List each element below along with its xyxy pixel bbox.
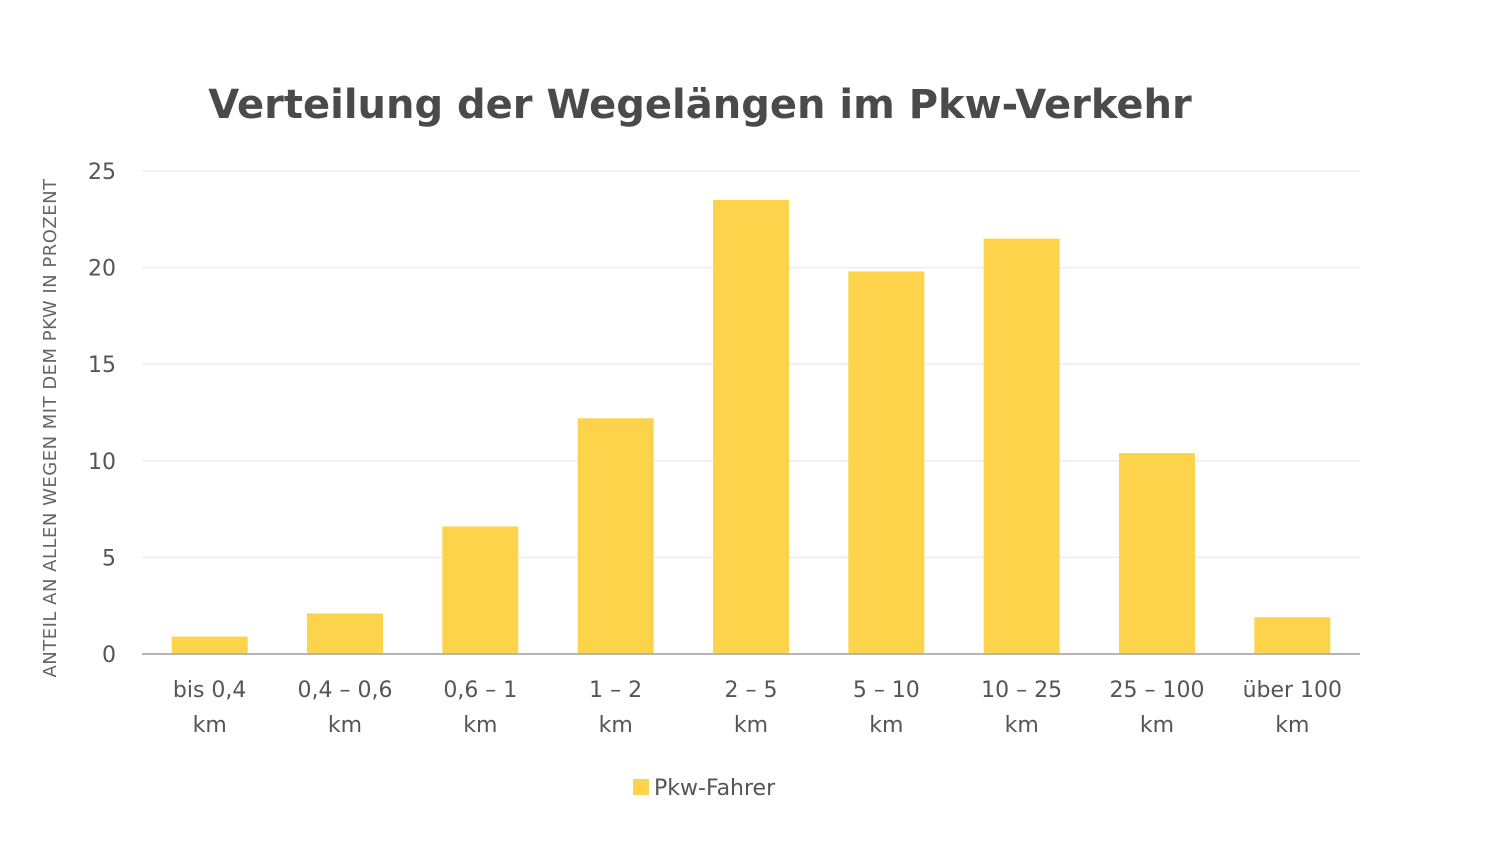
y-tick-label: 15	[88, 353, 116, 378]
x-tick-label: km	[734, 713, 768, 738]
x-tick-label: km	[1005, 713, 1039, 738]
y-tick-label: 20	[88, 257, 116, 282]
x-tick-label: km	[869, 713, 903, 738]
x-tick-label: 0,6 – 1	[443, 678, 517, 703]
x-tick-label: km	[328, 713, 362, 738]
x-tick-label: 1 – 2	[589, 678, 642, 703]
x-tick-label: 0,4 – 0,6	[298, 678, 393, 703]
x-tick-label: km	[599, 713, 633, 738]
y-tick-label: 25	[88, 160, 116, 185]
bar	[713, 199, 789, 655]
x-tick-label: km	[1140, 713, 1174, 738]
bar	[442, 526, 519, 654]
x-tick-label: 5 – 10	[853, 678, 920, 703]
x-tick-label: 10 – 25	[981, 678, 1062, 703]
bar	[577, 418, 654, 654]
x-tick-label: über 100	[1243, 678, 1342, 703]
x-axis-ticks: bis 0,4 km 0,4 – 0,6 km 0,6 – 1 km 1 – 2 km 2 – …	[173, 678, 1342, 738]
bars	[171, 199, 1331, 655]
y-axis-label: ANTEIL AN ALLEN WEGEN MIT DEM PKW IN PRO…	[40, 178, 61, 678]
x-tick-label: 25 – 100	[1110, 678, 1205, 703]
legend-swatch	[633, 779, 649, 795]
x-tick-label: km	[1275, 713, 1309, 738]
bar	[1254, 617, 1331, 654]
chart-title: Verteilung der Wegelängen im Pkw-Verkehr	[208, 82, 1192, 128]
y-tick-label: 5	[102, 546, 116, 571]
y-tick-label: 0	[102, 643, 116, 668]
x-tick-label: 2 – 5	[725, 678, 778, 703]
bar	[983, 238, 1060, 654]
x-tick-label: km	[193, 713, 227, 738]
bar	[1119, 453, 1195, 654]
bar	[848, 271, 925, 654]
legend-label: Pkw-Fahrer	[654, 776, 776, 801]
bar	[171, 636, 248, 654]
x-tick-label: km	[463, 713, 497, 738]
y-axis-ticks: 0 5 10 15 20 25	[88, 160, 116, 668]
bar	[307, 613, 383, 654]
x-tick-label: bis 0,4	[173, 678, 247, 703]
legend: Pkw-Fahrer	[633, 776, 776, 801]
y-tick-label: 10	[88, 450, 116, 475]
